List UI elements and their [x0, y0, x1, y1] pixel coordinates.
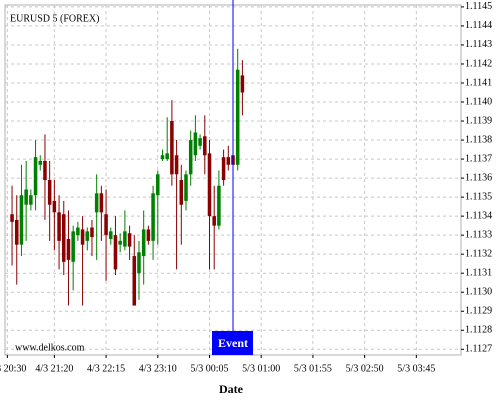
candle-body	[165, 153, 169, 160]
candle-body	[170, 121, 174, 175]
y-tick-label: 1.1131	[465, 268, 492, 279]
candle-body	[38, 160, 43, 165]
candle-body	[85, 231, 90, 241]
y-tick-label: 1.1136	[465, 172, 492, 183]
candle-body	[29, 195, 33, 205]
candle-body	[221, 157, 226, 180]
y-tick-label: 1.1127	[465, 344, 492, 355]
candle-body	[207, 153, 212, 217]
x-tick-label: 4/3 22:15	[87, 363, 125, 374]
candle-body	[76, 227, 80, 236]
candle-body	[113, 235, 118, 270]
candle-body	[43, 160, 47, 180]
y-tick-label: 1.1129	[465, 306, 492, 317]
y-tick-label: 1.1128	[465, 325, 492, 336]
y-tick-label: 1.1145	[465, 1, 492, 12]
candle-body	[80, 229, 85, 245]
x-tick-label: 4/3 23:10	[139, 363, 177, 374]
candle-body	[123, 231, 127, 247]
y-tick-label: 1.1139	[465, 115, 492, 126]
candle-body	[66, 238, 71, 260]
candle-body	[141, 229, 146, 257]
candle-body	[132, 256, 137, 306]
candle-body	[10, 214, 14, 222]
y-tick-label: 1.1130	[465, 287, 492, 298]
y-tick-label: 1.1143	[465, 39, 492, 50]
y-tick-label: 1.1134	[465, 210, 492, 221]
y-tick-label: 1.1132	[465, 248, 492, 259]
candle-body	[71, 231, 75, 262]
x-tick-label: 5/3 03:45	[397, 363, 435, 374]
candle-body	[62, 214, 66, 262]
event-box	[212, 331, 253, 355]
candle-body	[14, 219, 19, 245]
candle-body	[19, 195, 24, 245]
candle-body	[226, 157, 231, 165]
x-axis-label: Date	[219, 382, 244, 396]
candle-body	[118, 240, 122, 245]
candle-body	[24, 189, 28, 205]
y-tick-label: 1.1133	[465, 229, 492, 240]
candle-body	[193, 132, 198, 156]
chart-title: EURUSD 5 (FOREX)	[10, 13, 99, 24]
candle-body	[212, 216, 216, 226]
y-tick-label: 1.1142	[465, 58, 492, 69]
y-tick-label: 1.1137	[465, 153, 492, 164]
candle-body	[90, 227, 94, 238]
candle-body	[99, 193, 104, 213]
candle-body	[127, 233, 132, 247]
x-tick-label: 5/3 02:50	[346, 363, 384, 374]
candle-body	[104, 214, 108, 236]
candle-body	[52, 200, 57, 213]
x-tick-label: 4/3 20:30	[0, 363, 26, 374]
y-tick-label: 1.1135	[465, 191, 492, 202]
candle-body	[198, 138, 202, 146]
x-tick-label: 5/3 00:05	[190, 363, 228, 374]
candle-body	[57, 212, 61, 241]
candle-body	[47, 180, 52, 205]
candle-body	[188, 140, 193, 175]
candle-body	[240, 75, 245, 93]
candle-body	[151, 193, 155, 241]
x-tick-label: 5/3 01:00	[242, 363, 280, 374]
candle-body	[109, 231, 113, 239]
candle-body	[203, 136, 207, 156]
candle-body	[235, 69, 240, 165]
x-tick-label: 5/3 01:55	[294, 363, 332, 374]
y-tick-label: 1.1140	[465, 96, 492, 107]
watermark: www.delkos.com	[15, 342, 85, 353]
candle-body	[184, 174, 188, 201]
candle-body	[137, 252, 141, 274]
candle-body	[33, 157, 38, 196]
event-label: Event	[218, 336, 248, 350]
x-tick-label: 4/3 21:20	[35, 363, 73, 374]
candle-body	[217, 185, 221, 226]
y-tick-label: 1.1141	[465, 77, 492, 88]
y-tick-label: 1.1138	[465, 134, 492, 145]
candle-body	[94, 193, 99, 213]
y-tick-label: 1.1144	[465, 20, 492, 31]
candle-body	[146, 229, 151, 241]
candle-body	[160, 155, 165, 160]
candle-body	[156, 174, 160, 196]
candle-body	[179, 180, 184, 205]
candle-body	[174, 155, 179, 175]
